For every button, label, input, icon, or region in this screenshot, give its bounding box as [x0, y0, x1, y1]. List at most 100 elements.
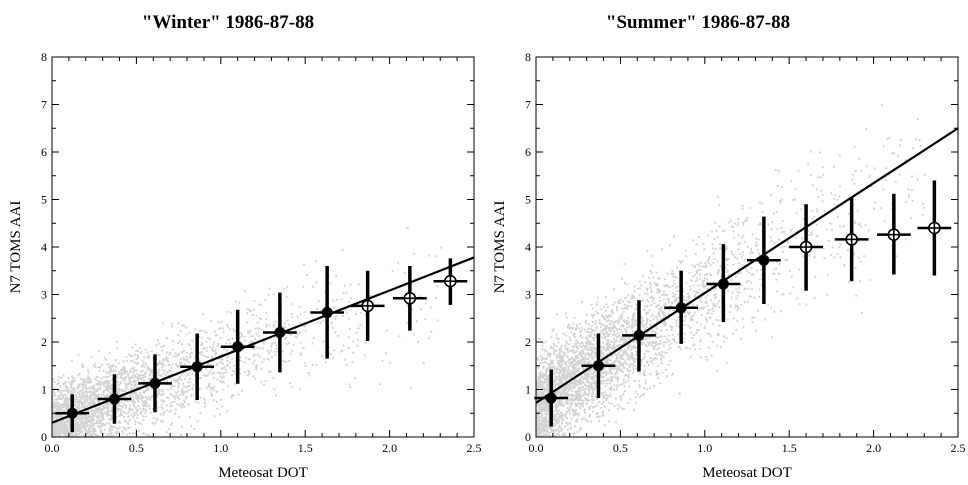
- scatter-point: [132, 366, 135, 370]
- scatter-point: [102, 376, 105, 379]
- scatter-point: [798, 303, 801, 306]
- scatter-point: [122, 379, 125, 382]
- scatter-point: [186, 385, 189, 388]
- scatter-point: [162, 359, 165, 362]
- scatter-point: [656, 318, 659, 321]
- scatter-point: [209, 370, 212, 373]
- scatter-point: [655, 357, 658, 360]
- scatter-point: [226, 355, 229, 359]
- scatter-point: [248, 330, 251, 333]
- scatter-point: [102, 432, 105, 435]
- scatter-point: [136, 361, 139, 364]
- scatter-point: [656, 327, 659, 330]
- scatter-cloud: [52, 226, 442, 437]
- scatter-point: [585, 353, 588, 356]
- scatter-point: [183, 399, 186, 402]
- scatter-point: [434, 296, 437, 299]
- scatter-point: [124, 428, 127, 431]
- scatter-point: [119, 368, 122, 371]
- scatter-point: [618, 340, 621, 343]
- scatter-point: [248, 370, 251, 373]
- scatter-point: [81, 391, 84, 394]
- scatter-point: [726, 289, 730, 292]
- scatter-point: [87, 387, 90, 390]
- scatter-point: [99, 387, 102, 390]
- scatter-point: [678, 260, 681, 263]
- scatter-point: [115, 380, 118, 383]
- scatter-point: [124, 406, 127, 409]
- scatter-point: [189, 377, 192, 380]
- scatter-point: [171, 325, 174, 328]
- scatter-point: [157, 374, 160, 377]
- scatter-point: [57, 422, 60, 425]
- scatter-point: [188, 384, 191, 387]
- scatter-point: [718, 203, 721, 206]
- scatter-point: [122, 410, 125, 413]
- scatter-point: [107, 393, 110, 396]
- scatter-point: [173, 395, 176, 398]
- scatter-point: [108, 414, 111, 417]
- scatter-point: [692, 275, 695, 278]
- scatter-point: [95, 414, 98, 418]
- scatter-point: [614, 353, 617, 356]
- scatter-point: [750, 288, 754, 291]
- scatter-point: [218, 361, 222, 364]
- scatter-point: [571, 322, 575, 325]
- scatter-point: [169, 392, 172, 395]
- scatter-point: [624, 328, 627, 331]
- scatter-point: [585, 330, 588, 333]
- scatter-point: [635, 367, 638, 370]
- scatter-point: [230, 349, 233, 352]
- scatter-point: [554, 377, 557, 380]
- scatter-point: [597, 312, 600, 315]
- scatter-point: [221, 367, 224, 370]
- scatter-point: [170, 366, 173, 369]
- scatter-point: [121, 406, 124, 409]
- scatter-point: [628, 325, 631, 328]
- scatter-point: [157, 376, 160, 379]
- scatter-point: [140, 397, 143, 400]
- scatter-point: [675, 319, 678, 322]
- scatter-point: [136, 372, 139, 376]
- scatter-point: [71, 377, 74, 380]
- scatter-point: [302, 347, 305, 350]
- scatter-point: [560, 400, 563, 403]
- scatter-point: [268, 324, 271, 327]
- scatter-point: [584, 383, 587, 386]
- scatter-point: [631, 347, 634, 350]
- scatter-point: [265, 312, 268, 315]
- scatter-point: [206, 337, 210, 340]
- scatter-point: [53, 381, 56, 384]
- scatter-point: [185, 351, 188, 354]
- scatter-point: [365, 342, 368, 345]
- scatter-point: [165, 351, 168, 354]
- scatter-point: [141, 374, 144, 377]
- scatter-point: [247, 332, 250, 335]
- scatter-point: [211, 394, 214, 397]
- scatter-point: [143, 380, 146, 383]
- scatter-point: [593, 355, 596, 358]
- scatter-point: [899, 144, 902, 147]
- scatter-point: [226, 363, 229, 366]
- scatter-point: [257, 335, 260, 338]
- scatter-point: [77, 399, 80, 402]
- scatter-point: [252, 354, 255, 357]
- scatter-point: [736, 291, 739, 294]
- scatter-point: [690, 279, 693, 282]
- scatter-point: [124, 420, 127, 423]
- scatter-point: [668, 309, 672, 312]
- scatter-point: [596, 296, 599, 299]
- scatter-point: [164, 356, 167, 359]
- scatter-point: [162, 393, 165, 396]
- scatter-point: [589, 340, 592, 343]
- scatter-point: [122, 360, 125, 363]
- scatter-point: [647, 350, 651, 353]
- scatter-point: [754, 237, 758, 240]
- scatter-point: [106, 372, 109, 375]
- scatter-point: [676, 301, 680, 304]
- scatter-point: [161, 345, 164, 348]
- mean-marker-filled: [232, 341, 244, 353]
- scatter-point: [602, 379, 605, 382]
- scatter-point: [135, 358, 138, 361]
- scatter-point: [78, 423, 82, 426]
